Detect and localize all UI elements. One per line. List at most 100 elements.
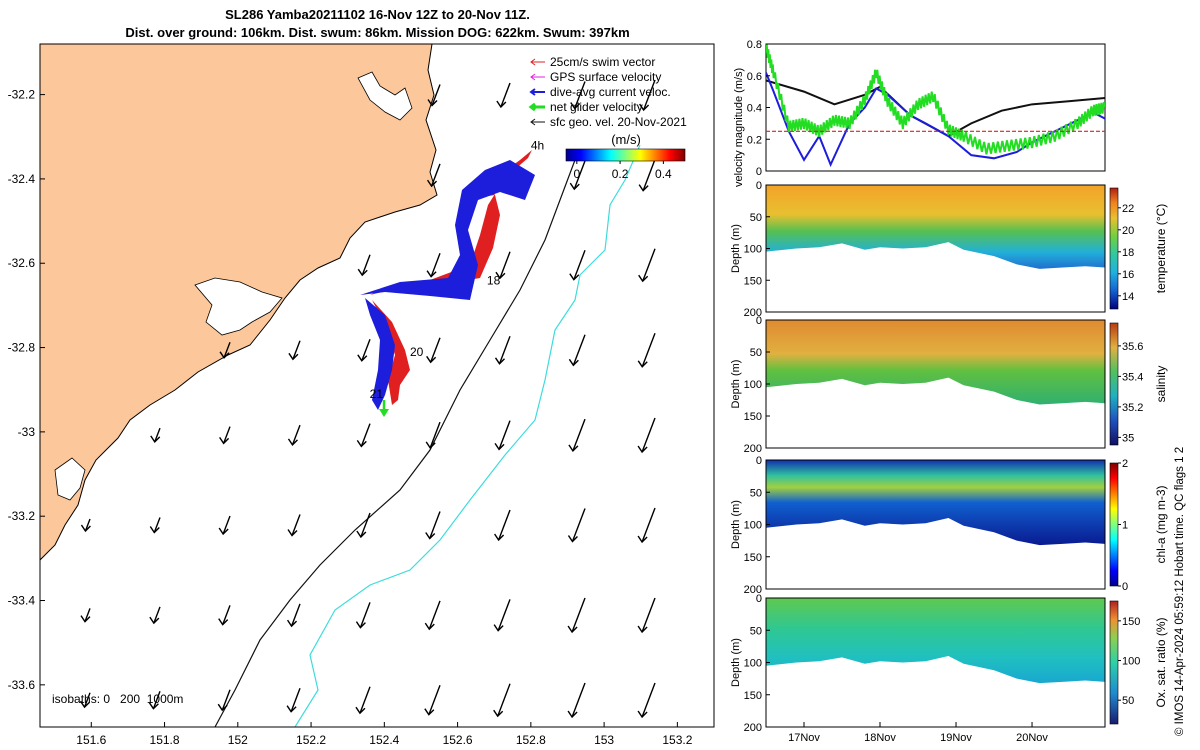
- map-ytick-label: -32.8: [8, 341, 36, 355]
- map-ytick-label: -33.4: [8, 594, 36, 608]
- depth-tick-label: 0: [756, 315, 762, 327]
- legend-label: dive-avg current veloc.: [550, 85, 671, 99]
- day-labels: 4h 18 20 21: [370, 138, 545, 401]
- legend-arrowhead: [528, 102, 536, 112]
- geo-vel-arrow: [493, 683, 511, 718]
- section-oxy: 0 50 100 150 200 Depth (m) 50 100 150 Ox. sat. ra…: [730, 593, 1168, 734]
- colorbar-tick-label: 0: [1122, 581, 1128, 593]
- colorbar-label: temperature (°C): [1154, 204, 1168, 294]
- map-xtick-label: 152.2: [296, 733, 326, 747]
- legend-arrowhead: [530, 58, 536, 66]
- time-tick-label: 20Nov: [1016, 732, 1048, 744]
- time-tick-label: 18Nov: [864, 732, 896, 744]
- colorbar-tick-label: 1: [1122, 520, 1128, 532]
- colorbar-tick-label: 35.4: [1122, 371, 1143, 383]
- map-xtick-label: 151.6: [76, 733, 106, 747]
- colorbar-tick-label: 16: [1122, 269, 1134, 281]
- depth-tick-label: 0: [756, 455, 762, 467]
- geo-vel-arrow: [567, 682, 586, 719]
- geo-vel-arrow: [426, 337, 441, 364]
- vel-ytick-label: 0.8: [747, 39, 762, 51]
- dive-vector-band-2: [365, 298, 395, 410]
- isobath-200m: [214, 159, 576, 727]
- day-label: 18: [487, 273, 501, 287]
- geo-vel-arrow: [494, 335, 511, 365]
- geo-vel-arrow: [218, 605, 231, 626]
- colorbar-tick-label: 35.2: [1122, 402, 1143, 414]
- geo-vel-arrow: [80, 608, 91, 623]
- geo-vel-arrow: [219, 426, 231, 445]
- estuary-1: [194, 277, 283, 336]
- geo-vel-arrow: [355, 602, 371, 629]
- geo-vel-arrow: [356, 423, 371, 448]
- geo-vel-arrow: [637, 507, 656, 544]
- map-xtick-label: 153: [594, 733, 614, 747]
- legend-label: GPS surface velocity: [550, 70, 661, 84]
- geo-vel-arrow: [425, 511, 441, 540]
- depth-tick-label: 50: [750, 625, 762, 637]
- dive-avg-current-vectors: [360, 160, 535, 410]
- dive-vector-band-1: [360, 160, 535, 300]
- geo-vel-arrow: [219, 341, 231, 359]
- section-chl: 0 50 100 150 200 Depth (m) 0 1 2 chl-a (mg m-3): [730, 455, 1168, 596]
- legend-entry: sfc geo. vel. 20-Nov-2021: [530, 115, 687, 129]
- vel-ytick-label: 0.2: [747, 134, 762, 146]
- legend-entry: net glider velocity: [528, 100, 643, 114]
- figure-title-line1: SL286 Yamba20211102 16-Nov 12Z to 20-Nov…: [225, 7, 530, 22]
- depth-tick-label: 150: [744, 552, 762, 564]
- legend-label: net glider velocity: [550, 100, 643, 114]
- geo-vel-arrow: [287, 424, 301, 446]
- depth-tick-label: 150: [744, 411, 762, 423]
- map-frame: [39, 43, 715, 728]
- section-field: [766, 320, 1105, 405]
- map-ytick-label: -32.4: [8, 172, 36, 186]
- geo-vel-arrow: [149, 517, 161, 534]
- figure-title-line2: Dist. over ground: 106km. Dist. swum: 86…: [125, 25, 630, 40]
- time-tick-label: 17Nov: [788, 732, 820, 744]
- geo-vel-arrow: [494, 420, 511, 451]
- colorbar-tick-label: 35: [1122, 432, 1134, 444]
- geo-vel-arrow: [637, 332, 656, 368]
- map-ytick-label: -33.6: [8, 678, 36, 692]
- geo-vel-arrow: [286, 688, 301, 713]
- geo-vel-arrow: [567, 597, 586, 634]
- legend-label: sfc geo. vel. 20-Nov-2021: [550, 115, 687, 129]
- colorbar-tick-label: 150: [1122, 616, 1140, 628]
- map-ytick-label: -32.2: [8, 88, 36, 102]
- geo-vel-arrow: [427, 84, 441, 107]
- vel-ytick-label: 0.6: [747, 71, 762, 83]
- geo-vel-arrow: [287, 514, 301, 537]
- depth-tick-label: 50: [750, 487, 762, 499]
- geo-vel-arrow: [424, 600, 441, 631]
- geo-vel-arrow: [569, 250, 586, 281]
- geo-vel-arrow: [496, 82, 511, 109]
- legend-entry: 25cm/s swim vector: [530, 55, 655, 69]
- depth-tick-label: 200: [744, 722, 762, 734]
- geo-vel-arrow: [495, 251, 511, 280]
- section-field: [766, 460, 1105, 546]
- geo-vel-arrow: [569, 160, 586, 191]
- footer-credit: © IMOS 14-Apr-2024 05:59:12 Hobart time.…: [1174, 446, 1186, 736]
- speed-colorbar-ticks: 0 0.2 0.4: [573, 161, 672, 181]
- swim-vector-band-2: [372, 300, 410, 405]
- section-ylabel: Depth (m): [730, 500, 742, 549]
- geo-vel-arrow: [424, 685, 441, 716]
- section-ylabel: Depth (m): [730, 224, 742, 273]
- section-field: [766, 185, 1105, 269]
- map-xtick-label: 152.8: [516, 733, 546, 747]
- geostrophic-velocity-arrows: [79, 79, 656, 719]
- geo-vel-arrow: [568, 418, 586, 452]
- colorbar-tick-label: 50: [1122, 695, 1134, 707]
- depth-tick-label: 200: [744, 584, 762, 596]
- day-label: 21: [370, 387, 384, 401]
- map-ytick-label: -32.6: [8, 256, 36, 270]
- estuary-3: [54, 457, 86, 501]
- section-field: [766, 598, 1105, 684]
- section-colorbar: [1109, 462, 1119, 587]
- depth-tick-label: 50: [750, 347, 762, 359]
- colorbar-tick-label: 0.4: [655, 167, 672, 181]
- section-sal: 0 50 100 150 200 Depth (m) 35 35.2 35.4 35.6 salin…: [730, 315, 1168, 455]
- depth-tick-label: 100: [744, 244, 762, 256]
- velocity-panel: 0 0.2 0.4 0.6 0.8: [747, 39, 1106, 178]
